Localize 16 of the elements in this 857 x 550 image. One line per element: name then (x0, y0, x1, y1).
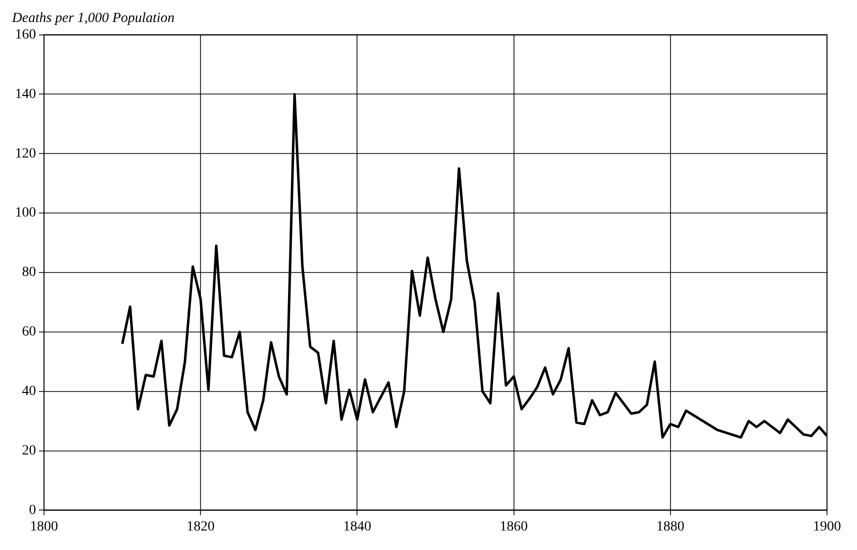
x-tick-label: 1800 (30, 519, 58, 534)
y-tick-label: 60 (22, 324, 36, 340)
y-tick-label: 120 (15, 146, 36, 162)
y-tick-label: 20 (22, 443, 36, 458)
x-tick-label: 1880 (656, 519, 684, 534)
x-tick-label: 1840 (343, 519, 372, 534)
x-tick-label: 1860 (500, 519, 528, 534)
y-tick-label: 160 (15, 27, 36, 42)
y-tick-label: 40 (22, 384, 36, 400)
y-tick-label: 100 (15, 206, 36, 221)
y-tick-label: 140 (15, 86, 36, 102)
chart-title: Deaths per 1,000 Population (11, 11, 175, 26)
y-tick-label: 80 (22, 265, 36, 280)
x-tick-label: 1900 (813, 519, 841, 534)
x-tick-label: 1820 (186, 519, 215, 534)
y-tick-label: 0 (29, 502, 36, 518)
